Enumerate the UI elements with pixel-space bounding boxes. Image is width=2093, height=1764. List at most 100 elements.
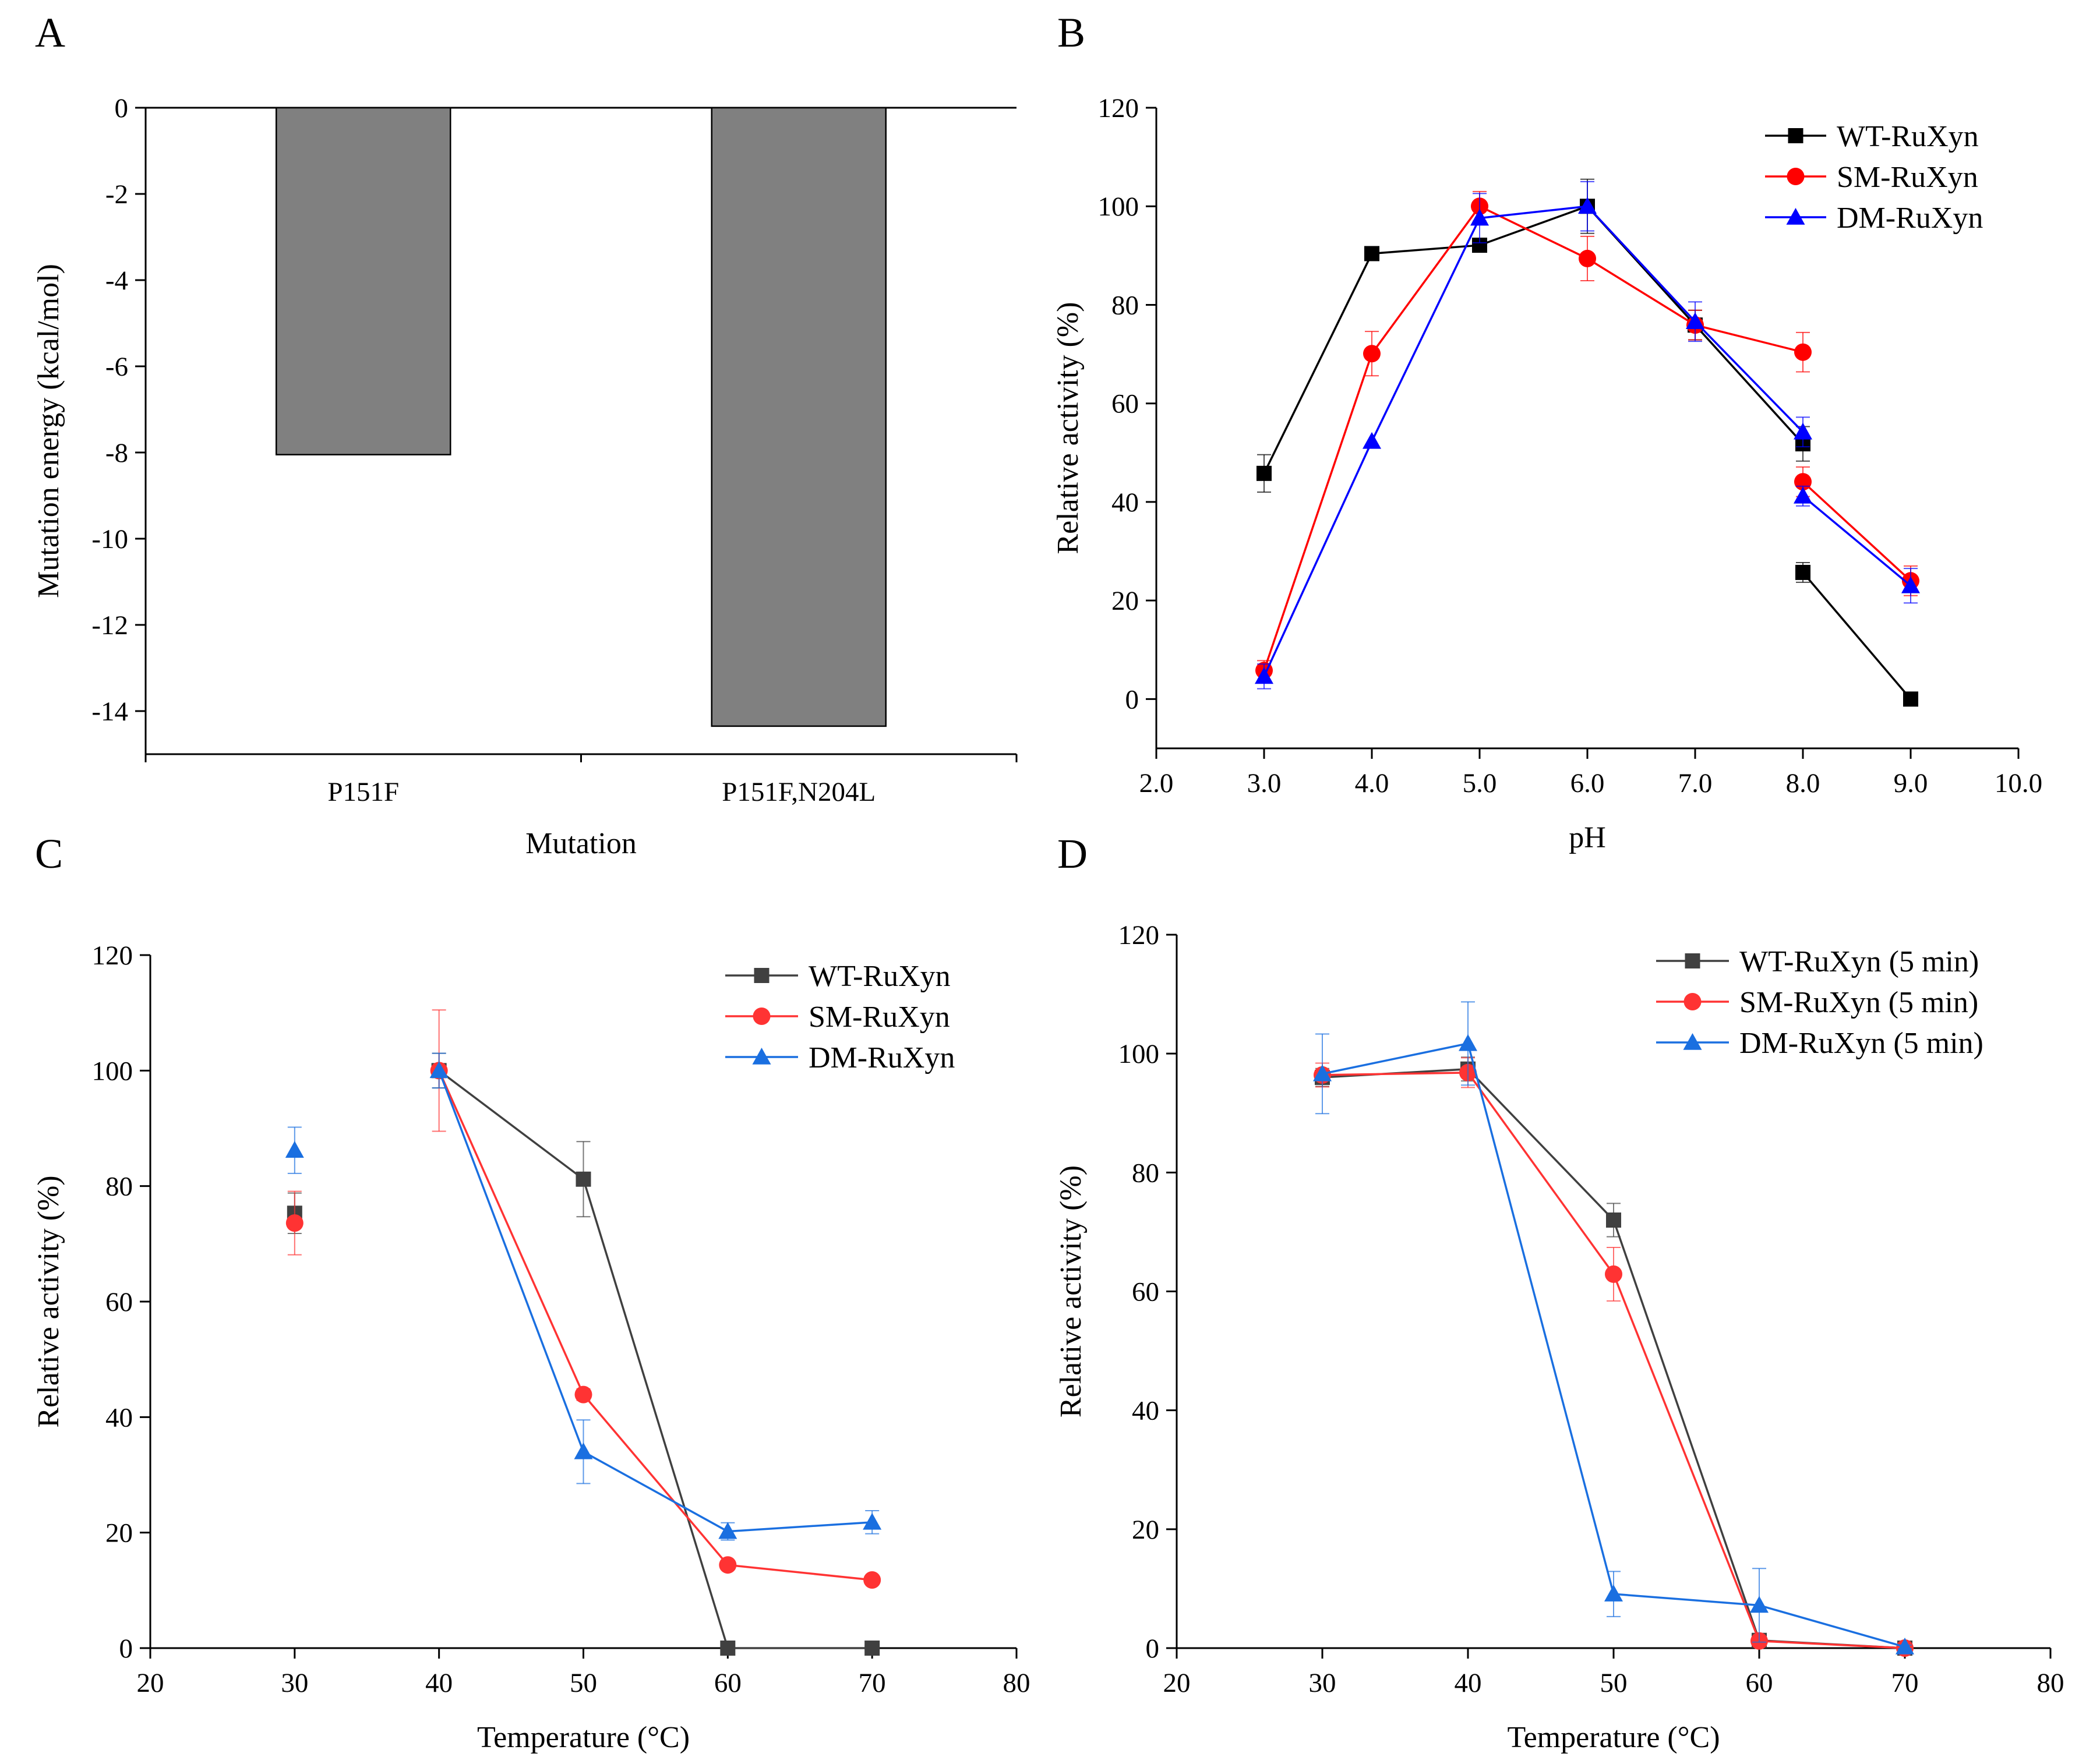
panel-b-x-tick-label-8: 10.0 — [1995, 768, 2042, 798]
panel-d-dm-ruxyn-5-min-point-0 — [1313, 1064, 1332, 1081]
panel-d-x-tick-label-6: 80 — [2037, 1668, 2064, 1698]
panel-b-sm-ruxyn-point-1 — [1363, 345, 1381, 363]
panel-d-series-sm-ruxyn-5-min — [1314, 1057, 1914, 1657]
panel-b-ph-chart: 0 20 40 60 80 100 120 Relative activity (%) 2.0 3… — [1051, 93, 2042, 854]
panel-c-sm-ruxyn-line-0 — [438, 1070, 873, 1581]
panel-b-legend-label-0: WT-RuXyn — [1837, 120, 1979, 153]
panel-d-x-tick-label-5: 70 — [1891, 1668, 1919, 1698]
panel-d-series-dm-ruxyn-5-min — [1313, 1001, 1914, 1655]
panel-a-y-tick-label-7: -14 — [91, 697, 128, 727]
panel-c-x-tick-label-6: 80 — [1003, 1668, 1030, 1698]
panel-b-wt-ruxyn-point-6 — [1795, 564, 1810, 580]
panel-letter-d: D — [1057, 830, 1088, 877]
panel-d-sm-ruxyn-5-min-point-2 — [1605, 1265, 1622, 1283]
panel-c-dm-ruxyn-point-2 — [574, 1442, 593, 1459]
panel-d-y-tick-label-3: 60 — [1132, 1277, 1159, 1307]
panel-c-dm-ruxyn-point-3 — [718, 1522, 737, 1539]
panel-c-dm-ruxyn-point-0 — [285, 1141, 304, 1158]
panel-d-x-tick-label-0: 20 — [1163, 1668, 1191, 1698]
panel-d-dm-ruxyn-5-min-line-0 — [1322, 1042, 1905, 1648]
panel-a-category-label-1: P151F,N204L — [722, 777, 876, 807]
panel-b-series-dm-ruxyn — [1255, 181, 1920, 690]
panel-d-legend: WT-RuXyn (5 min) SM-RuXyn (5 min) DM-RuXyn… — [1656, 945, 1983, 1060]
panel-d-y-tick-label-5: 100 — [1118, 1039, 1160, 1069]
panel-c-sm-ruxyn-point-3 — [719, 1556, 737, 1574]
panel-d-dm-ruxyn-5-min-point-2 — [1604, 1585, 1623, 1602]
panel-d-dm-ruxyn-5-min-point-4 — [1896, 1637, 1914, 1655]
panel-b-y-tick-label-1: 20 — [1111, 586, 1139, 616]
panel-c-y-tick-label-3: 60 — [105, 1287, 133, 1317]
panel-b-y-tick-label-5: 100 — [1098, 192, 1139, 222]
panel-c-legend-label-1: SM-RuXyn — [809, 1001, 950, 1034]
panel-b-x-tick-label-1: 3.0 — [1247, 768, 1282, 798]
panel-b-wt-ruxyn-line-0 — [1263, 205, 1804, 474]
panel-d-wt-ruxyn-5-min-point-2 — [1606, 1212, 1621, 1228]
panel-b-dm-ruxyn-point-0 — [1255, 667, 1273, 684]
panel-d-dm-ruxyn-5-min-point-1 — [1459, 1034, 1477, 1051]
panel-b-x-tick-label-6: 8.0 — [1786, 768, 1820, 798]
panel-b-x-tick-label-0: 2.0 — [1139, 768, 1174, 798]
panel-c-legend-label-2: DM-RuXyn — [809, 1041, 955, 1074]
panel-a-y-tick-label-6: -12 — [91, 610, 128, 641]
panel-d-x-tick-label-2: 40 — [1455, 1668, 1482, 1698]
panel-b-dm-ruxyn-point-7 — [1901, 576, 1920, 593]
panel-a-y-tick-label-4: -8 — [105, 438, 128, 468]
panel-d-x-axis-label: Temperature (°C) — [1507, 1721, 1720, 1754]
panel-a-bar-chart: 0 -2 -4 -6 -8 -10 -12 -14 Mutation energy (kcal/… — [32, 93, 1018, 860]
panel-c-x-tick-label-0: 20 — [137, 1668, 164, 1698]
panel-b-legend-label-2: DM-RuXyn — [1837, 202, 1983, 235]
panel-b-dm-ruxyn-point-3 — [1578, 197, 1597, 214]
panel-b-x-tick-label-5: 7.0 — [1678, 768, 1713, 798]
panel-c-y-tick-label-6: 120 — [92, 941, 133, 971]
panel-b-y-axis-label: Relative activity (%) — [1051, 302, 1085, 554]
panel-c-dm-ruxyn-line-0 — [438, 1070, 873, 1533]
panel-a-y-tick-label-2: -4 — [105, 266, 128, 296]
panel-b-x-tick-label-4: 6.0 — [1570, 768, 1605, 798]
panel-c-x-tick-label-3: 50 — [570, 1668, 597, 1698]
panel-c-y-tick-label-5: 100 — [92, 1056, 133, 1086]
panel-b-x-tick-label-3: 5.0 — [1463, 768, 1497, 798]
panel-b-y-tick-label-2: 40 — [1111, 487, 1139, 518]
panel-a-y-tick-label-0: 0 — [115, 93, 129, 123]
panel-b-y-tick-label-6: 120 — [1098, 93, 1139, 123]
panel-a-bar-p151f — [276, 107, 451, 455]
panel-b-dm-ruxyn-point-2 — [1470, 208, 1489, 226]
panel-c-legend-marker-1 — [753, 1008, 771, 1025]
panel-b-wt-ruxyn-line-1 — [1802, 571, 1912, 700]
panel-c-wt-ruxyn-point-4 — [864, 1641, 880, 1656]
panel-b-dm-ruxyn-point-6 — [1794, 486, 1812, 504]
panel-d-legend-label-1: SM-RuXyn (5 min) — [1739, 986, 1978, 1019]
panel-d-x-tick-label-3: 50 — [1600, 1668, 1628, 1698]
panel-a-y-axis-label: Mutation energy (kcal/mol) — [32, 264, 65, 598]
panel-c-x-tick-label-5: 70 — [859, 1668, 886, 1698]
panel-b-series-sm-ruxyn — [1255, 190, 1919, 681]
panel-c-y-tick-label-4: 80 — [105, 1172, 133, 1202]
panel-c-wt-ruxyn-point-2 — [576, 1171, 591, 1187]
panel-c-y-tick-label-2: 40 — [105, 1402, 133, 1433]
panel-b-dm-ruxyn-line-0 — [1263, 205, 1804, 677]
panel-b-legend-marker-2 — [1786, 208, 1805, 225]
panel-c-legend: WT-RuXyn SM-RuXyn DM-RuXyn — [725, 960, 955, 1074]
panel-d-y-tick-label-0: 0 — [1146, 1634, 1160, 1664]
panel-b-sm-ruxyn-point-3 — [1579, 249, 1596, 267]
panel-d-legend-label-0: WT-RuXyn (5 min) — [1739, 945, 1979, 978]
panel-a-x-axis-label: Mutation — [525, 827, 637, 860]
panel-c-legend-marker-2 — [752, 1048, 771, 1065]
panel-c-dm-ruxyn-point-4 — [863, 1512, 882, 1530]
panel-d-sm-ruxyn-5-min-line-0 — [1322, 1072, 1905, 1649]
panel-b-x-tick-label-2: 4.0 — [1355, 768, 1389, 798]
panel-b-wt-ruxyn-point-0 — [1256, 465, 1272, 481]
panel-b-y-tick-label-4: 80 — [1111, 290, 1139, 320]
panel-d-legend-marker-0 — [1685, 953, 1700, 968]
panel-c-y-axis-label: Relative activity (%) — [32, 1175, 65, 1427]
panel-b-sm-ruxyn-line-1 — [1802, 480, 1912, 582]
panel-b-dm-ruxyn-line-1 — [1802, 495, 1912, 587]
panel-c-sm-ruxyn-point-0 — [285, 1214, 303, 1232]
panel-d-y-tick-label-6: 120 — [1118, 920, 1160, 950]
panel-letter-a: A — [35, 9, 65, 56]
panel-d-legend-label-2: DM-RuXyn (5 min) — [1739, 1027, 1983, 1060]
panel-b-wt-ruxyn-point-7 — [1903, 691, 1918, 707]
panel-c-sm-ruxyn-point-2 — [574, 1385, 592, 1404]
panel-c-x-tick-label-1: 30 — [281, 1668, 308, 1698]
